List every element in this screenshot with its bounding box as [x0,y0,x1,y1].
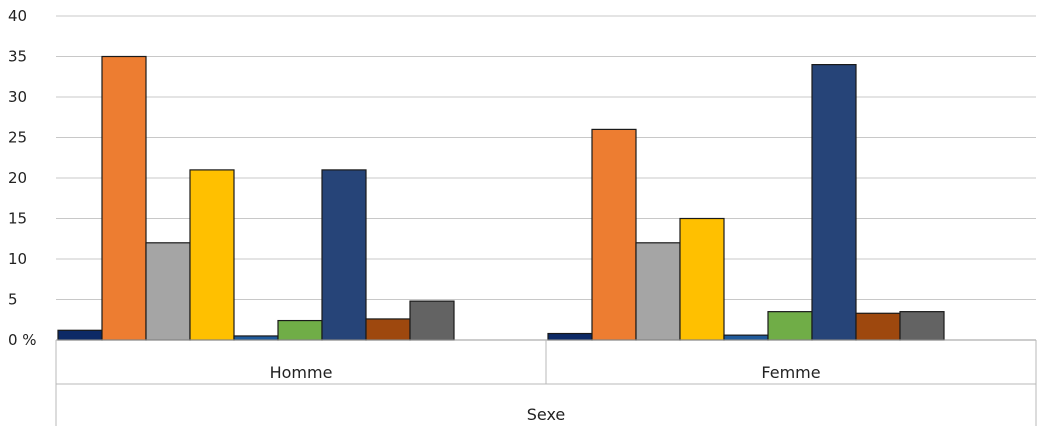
y-tick-label: 30 [8,88,27,106]
bar-femme-4 [679,217,725,341]
group-axis-label: Sexe [527,405,566,424]
y-tick-label: 15 [8,210,27,228]
y-tick-label: 0 % [8,331,37,349]
bar-homme-8 [365,318,411,341]
category-label-homme: Homme [270,363,333,382]
bar-femme-3 [635,242,681,341]
category-labels: Homme Femme [270,363,821,382]
bar-femme-1 [547,332,593,341]
bar-homme-2 [101,55,147,341]
bar-homme-3 [145,242,191,341]
bar-femme-9 [899,311,945,341]
y-tick-label: 35 [8,48,27,66]
category-label-femme: Femme [761,363,820,382]
y-tick-label: 25 [8,129,27,147]
bars [57,55,945,341]
bar-femme-2 [591,128,637,341]
y-tick-label: 5 [8,291,18,309]
category-axis-frame [55,339,1037,426]
y-tick-label: 10 [8,250,27,268]
bar-femme-8 [855,312,901,341]
bar-femme-5 [723,334,769,341]
bar-femme-7 [811,63,857,341]
bar-homme-4 [189,169,235,341]
bar-homme-1 [57,329,103,341]
y-axis-ticks: 0 % 5 10 15 20 25 30 35 40 [8,7,37,349]
bar-homme-5 [233,335,279,341]
y-tick-label: 20 [8,169,27,187]
y-tick-label: 40 [8,7,27,25]
bar-femme-6 [767,311,813,341]
bar-homme-6 [277,319,323,341]
bar-homme-7 [321,169,367,341]
bar-homme-9 [409,300,455,341]
